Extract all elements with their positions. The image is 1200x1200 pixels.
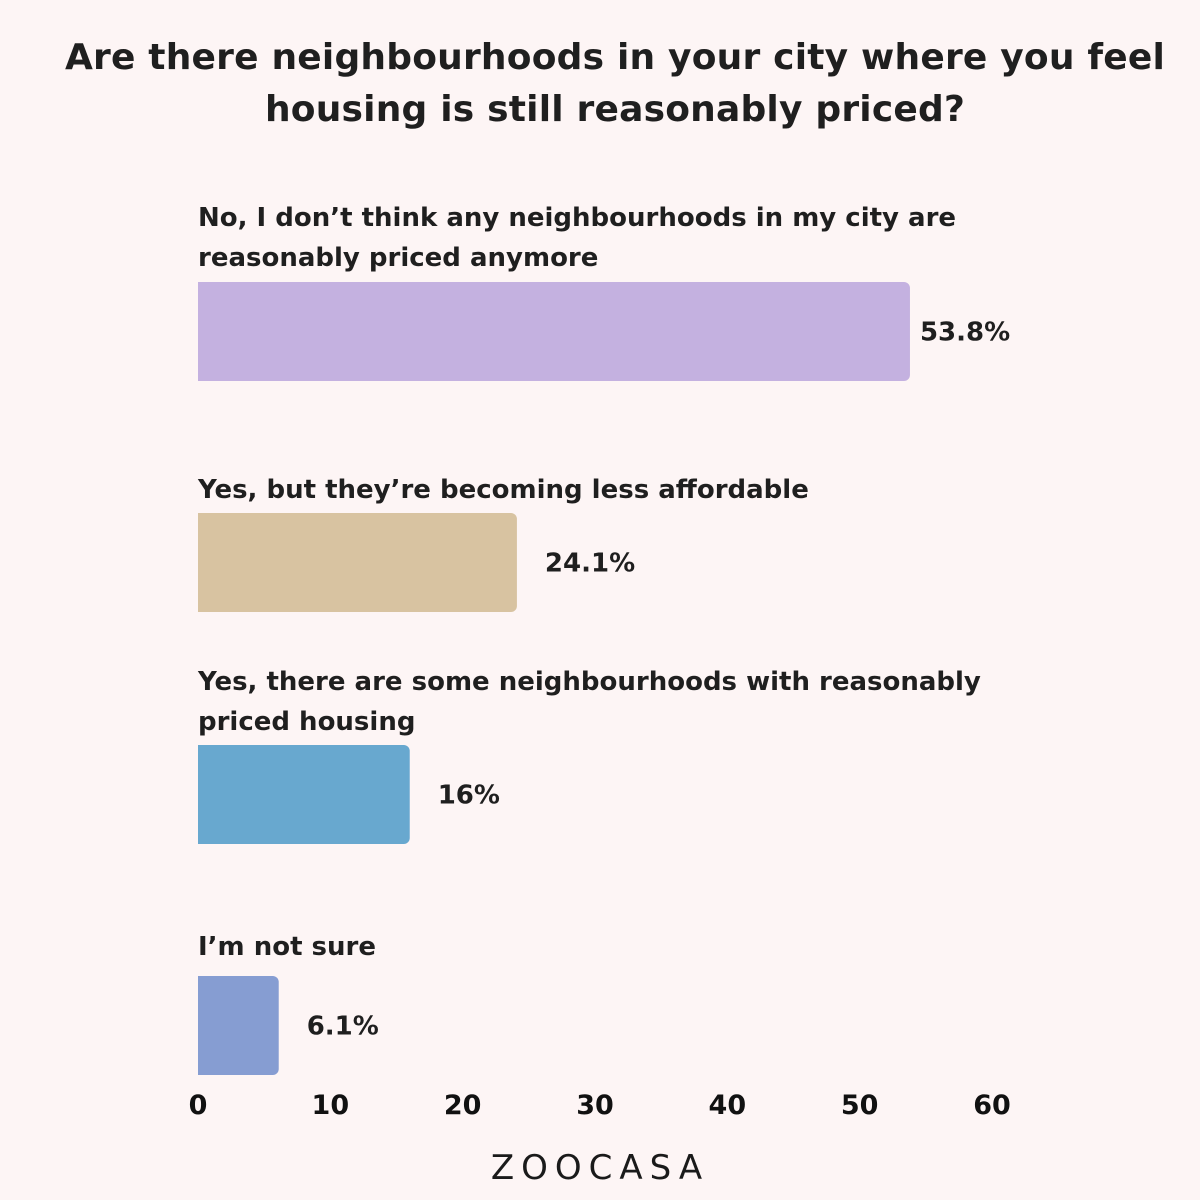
value-label: 16% (438, 781, 500, 811)
x-tick-label: 50 (841, 1090, 879, 1121)
category-label: No, I don’t think any neighbourhoods in … (198, 203, 956, 273)
x-tick-label: 30 (576, 1090, 614, 1121)
bar (198, 976, 279, 1075)
zoocasa-logo: ZOOCASA (490, 1148, 710, 1188)
value-label: 6.1% (307, 1012, 379, 1042)
x-tick-label: 10 (312, 1090, 350, 1121)
bar (198, 282, 910, 381)
x-tick-label: 0 (189, 1090, 208, 1121)
category-label: I’m not sure (198, 932, 376, 962)
category-label: Yes, there are some neighbourhoods with … (197, 667, 981, 737)
category-label: Yes, but they’re becoming less affordabl… (197, 475, 809, 505)
bar (198, 513, 517, 612)
value-label: 24.1% (545, 549, 635, 579)
x-tick-label: 60 (973, 1090, 1011, 1121)
x-tick-label: 40 (709, 1090, 747, 1121)
x-tick-label: 20 (444, 1090, 482, 1121)
chart-title: Are there neighbourhoods in your city wh… (64, 37, 1166, 130)
value-label: 53.8% (920, 318, 1010, 348)
bar (198, 745, 410, 844)
